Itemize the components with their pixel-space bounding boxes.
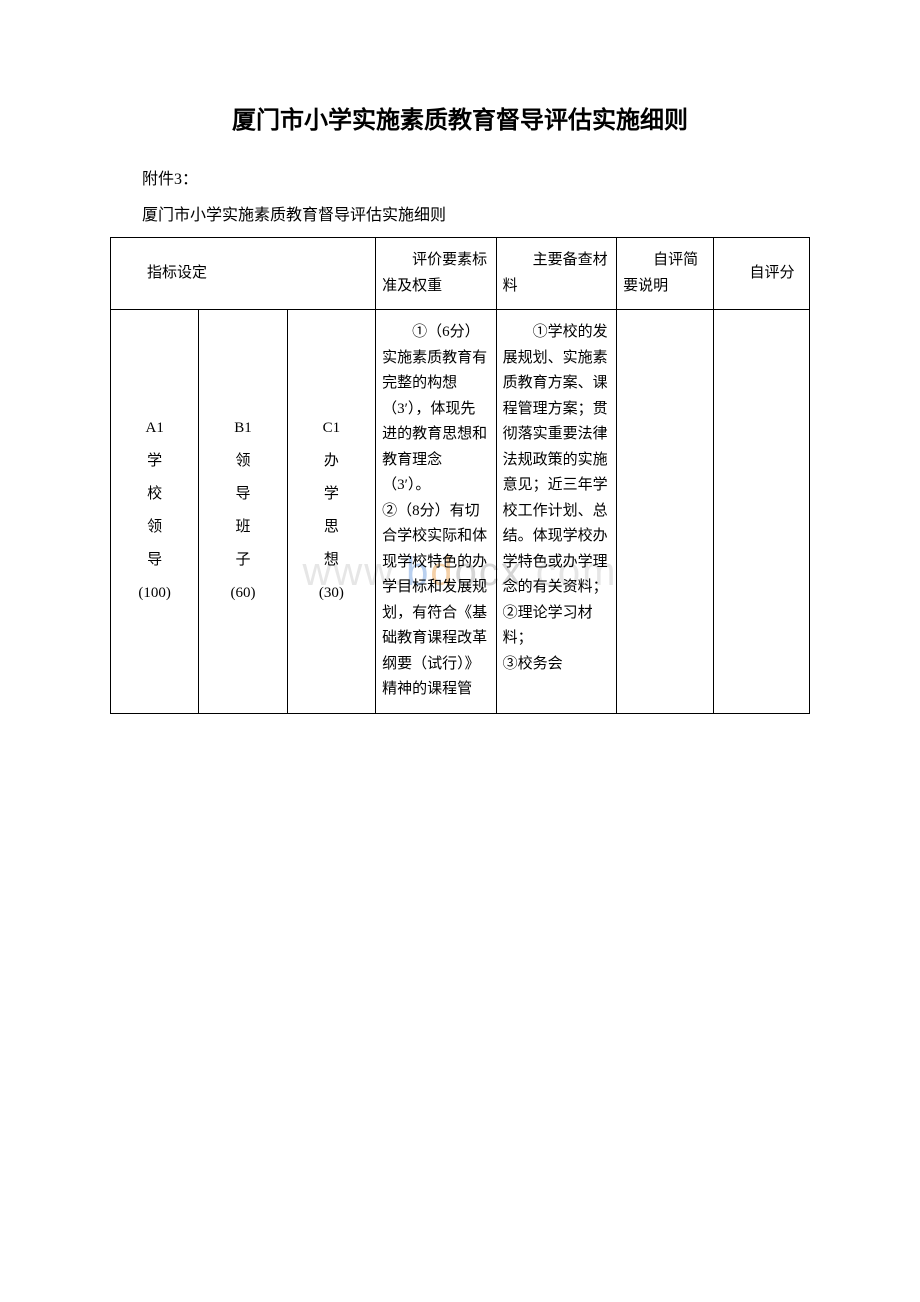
evaluation-table: 指标设定 评价要素标准及权重 主要备查材料 自评简要说明 自评分 A1学校领导(…	[110, 237, 810, 714]
cell-c1: C1办学思想(30)	[287, 310, 375, 714]
subtitle: 厦门市小学实施素质教育督导评估实施细则	[110, 201, 810, 225]
table-row: A1学校领导(100) B1领导班子(60) C1办学思想(30) ①（6分）实…	[111, 310, 810, 714]
header-criteria: 评价要素标准及权重	[376, 238, 497, 310]
cell-b1: B1领导班子(60)	[199, 310, 287, 714]
cell-criteria: ①（6分）实施素质教育有完整的构想（3′），体现先进的教育思想和教育理念（3′）…	[376, 310, 497, 714]
cell-self-score	[713, 310, 809, 714]
header-self-score: 自评分	[713, 238, 809, 310]
header-indicator: 指标设定	[111, 238, 376, 310]
page-title: 厦门市小学实施素质教育督导评估实施细则	[110, 100, 810, 135]
cell-a1: A1学校领导(100)	[111, 310, 199, 714]
cell-self-desc	[617, 310, 713, 714]
attachment-label: 附件3：	[110, 165, 810, 189]
table-header-row: 指标设定 评价要素标准及权重 主要备查材料 自评简要说明 自评分	[111, 238, 810, 310]
header-materials: 主要备查材料	[496, 238, 617, 310]
cell-materials: ①学校的发展规划、实施素质教育方案、课程管理方案；贯彻落实重要法律法规政策的实施…	[496, 310, 617, 714]
header-self-desc: 自评简要说明	[617, 238, 713, 310]
